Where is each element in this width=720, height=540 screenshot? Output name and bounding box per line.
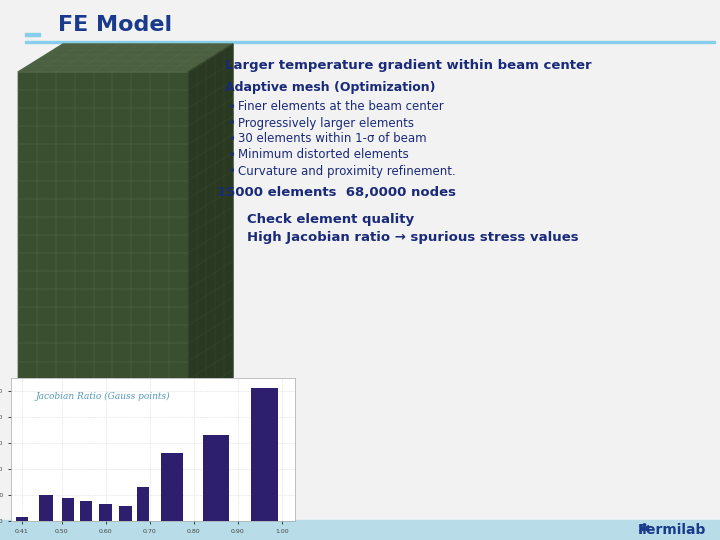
Text: High Jacobian ratio → spurious stress values: High Jacobian ratio → spurious stress va…	[247, 232, 579, 245]
Text: Jacobian Ratio (Gauss points): Jacobian Ratio (Gauss points)	[35, 392, 170, 401]
Bar	[251, 388, 278, 521]
Bar	[18, 72, 188, 452]
Text: Curvature and proximity refinement.: Curvature and proximity refinement.	[238, 165, 456, 178]
Bar	[120, 506, 132, 521]
Text: •: •	[228, 132, 235, 145]
Text: 30 elements within 1-σ of beam: 30 elements within 1-σ of beam	[238, 132, 427, 145]
Text: Progressively larger elements: Progressively larger elements	[238, 117, 414, 130]
Text: Larger temperature gradient within beam center: Larger temperature gradient within beam …	[225, 58, 592, 71]
Text: FE Model: FE Model	[58, 15, 172, 35]
Bar	[16, 517, 28, 521]
Bar	[62, 498, 74, 521]
Bar	[25, 33, 40, 36]
Bar	[25, 41, 715, 43]
Polygon shape	[188, 44, 233, 452]
Text: •: •	[228, 165, 235, 178]
Bar	[0, 520, 720, 540]
Text: Fermilab: Fermilab	[638, 523, 706, 537]
Bar	[161, 454, 183, 521]
Text: •: •	[228, 148, 235, 161]
Text: •: •	[228, 100, 235, 113]
Text: Finer elements at the beam center: Finer elements at the beam center	[238, 100, 444, 113]
Text: Check element quality: Check element quality	[247, 213, 414, 226]
Bar	[80, 501, 92, 521]
Polygon shape	[18, 44, 233, 72]
Text: Minimum distorted elements: Minimum distorted elements	[238, 148, 409, 161]
Bar	[99, 504, 112, 521]
Text: Adaptive mesh (Optimization): Adaptive mesh (Optimization)	[225, 82, 436, 94]
Text: 15000 elements  68,0000 nodes: 15000 elements 68,0000 nodes	[217, 186, 456, 199]
Text: •: •	[228, 117, 235, 130]
Bar	[203, 435, 229, 521]
Bar	[137, 487, 149, 521]
Bar	[39, 495, 53, 521]
Text: ✱: ✱	[638, 523, 650, 537]
